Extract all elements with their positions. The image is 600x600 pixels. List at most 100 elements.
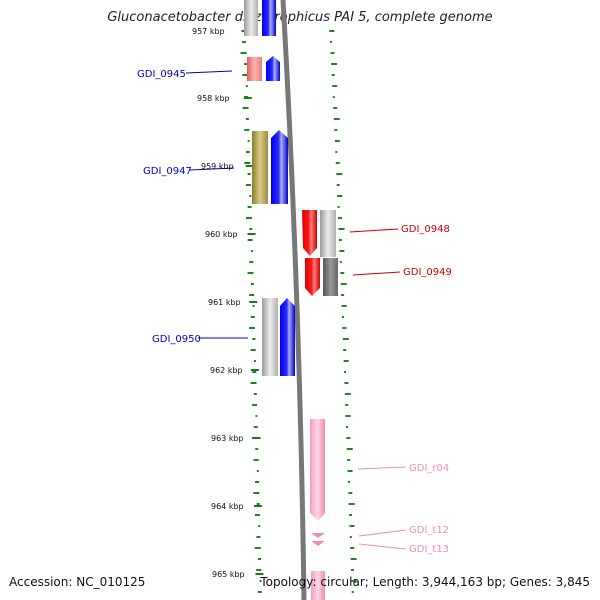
gc-dot — [253, 360, 256, 362]
leader-line — [358, 543, 407, 550]
gc-track-dots — [240, 30, 357, 593]
gc-dot — [252, 371, 257, 373]
gene-arrow-gdi-0948[interactable] — [302, 210, 317, 256]
gc-dot — [249, 294, 255, 296]
tick-label: 960 kbp — [205, 230, 238, 239]
gc-dot — [340, 272, 345, 274]
gc-dot — [349, 536, 352, 538]
gc-dot — [256, 470, 259, 472]
gc-dot — [338, 239, 342, 241]
gc-dot — [250, 382, 257, 384]
gc-dot — [333, 107, 338, 109]
gc-dot — [341, 305, 347, 307]
gc-dot — [345, 415, 351, 417]
gc-dot — [247, 206, 252, 208]
feature-block — [262, 298, 278, 376]
gene-arrow-gdi-0949[interactable] — [305, 258, 320, 296]
gc-dot — [252, 404, 258, 406]
gene-arrow-gdi-0950[interactable] — [280, 298, 295, 376]
gc-dot — [346, 437, 351, 439]
tick-label: 962 kbp — [210, 366, 243, 375]
gc-dot — [338, 217, 343, 219]
gc-dot — [332, 85, 338, 87]
gc-dot — [341, 316, 344, 318]
gc-dot — [255, 415, 258, 417]
gene-label-gdi-0949[interactable]: GDI_0949 — [403, 267, 452, 278]
gene-label-gdi-r04[interactable]: GDI_r04 — [409, 463, 449, 474]
gc-dot — [254, 547, 261, 549]
gc-dot — [245, 118, 249, 120]
coordinate-ticks — [241, 30, 264, 575]
gene-arrow-gdi-t13[interactable] — [311, 541, 325, 546]
feature-block — [311, 571, 325, 600]
gene-arrow-gdi-r04[interactable] — [310, 419, 325, 521]
leader-line — [185, 70, 233, 74]
gc-dot — [339, 261, 342, 263]
gc-dot — [243, 63, 247, 65]
gc-dot — [334, 129, 338, 131]
leader-line — [358, 529, 407, 537]
gc-dot — [250, 316, 255, 318]
gc-dot — [254, 514, 260, 516]
gc-dot — [253, 393, 257, 395]
gene-label-gdi-t13[interactable]: GDI_t13 — [409, 544, 449, 555]
gene-label-gdi-0948[interactable]: GDI_0948 — [401, 224, 450, 235]
gc-dot — [252, 305, 255, 307]
gc-dot — [343, 349, 347, 351]
feature-block — [320, 210, 336, 257]
gc-dot — [347, 459, 351, 461]
gc-dot — [332, 96, 335, 98]
gc-dot — [247, 272, 254, 274]
gc-dot — [245, 184, 251, 186]
gc-dot — [333, 118, 340, 120]
gc-dot — [329, 41, 332, 43]
gc-dot — [244, 162, 251, 164]
gene-label-gdi-0950[interactable]: GDI_0950 — [152, 334, 201, 345]
gc-dot — [336, 173, 343, 175]
gc-dot — [344, 393, 351, 395]
genome-backbone — [280, 0, 307, 600]
gene-arrow-gdi-0945[interactable] — [266, 56, 280, 81]
gc-dot — [242, 41, 247, 43]
gc-dot — [247, 140, 250, 142]
gene-label-gdi-t12[interactable]: GDI_t12 — [409, 525, 449, 536]
gc-dot — [244, 129, 250, 131]
tick-label: 957 kbp — [192, 27, 225, 36]
accession-text: Accession: NC_010125 — [9, 575, 146, 589]
tick-label: 961 kbp — [208, 298, 241, 307]
gc-dot — [256, 503, 260, 505]
gene-label-gdi-0945[interactable]: GDI_0945 — [137, 69, 186, 80]
leader-line — [189, 167, 235, 171]
tick-mark — [253, 505, 262, 507]
map-title: Gluconacetobacter diazotrophicus PAI 5, … — [107, 10, 493, 25]
gc-dot — [242, 74, 248, 76]
gc-dot — [249, 195, 252, 197]
gc-dot — [339, 250, 345, 252]
gene-label-gdi-0947[interactable]: GDI_0947 — [143, 166, 192, 177]
gc-dot — [250, 283, 254, 285]
gc-dot — [252, 338, 256, 340]
gc-dot — [349, 525, 355, 527]
gc-dot — [253, 426, 258, 428]
gene-arrow-gdi-t12[interactable] — [311, 533, 325, 538]
gc-dot — [345, 404, 349, 406]
feature-block — [244, 0, 258, 36]
gc-dot — [330, 52, 335, 54]
gc-dot — [344, 371, 347, 373]
gc-dot — [344, 382, 349, 384]
tick-label: 959 kbp — [201, 162, 234, 171]
gc-dot — [340, 283, 347, 285]
gc-dot — [338, 228, 345, 230]
gc-dot — [335, 162, 340, 164]
gc-dot — [348, 492, 353, 494]
gene-arrow-gdi-0947[interactable] — [271, 130, 288, 204]
gc-dot — [247, 239, 253, 241]
gc-dot — [259, 580, 262, 582]
gc-dot — [258, 525, 261, 527]
feature-block — [323, 258, 338, 296]
gc-dot — [253, 492, 260, 494]
gc-dot — [346, 448, 353, 450]
leader-line — [349, 228, 399, 233]
gc-dot — [247, 173, 251, 175]
